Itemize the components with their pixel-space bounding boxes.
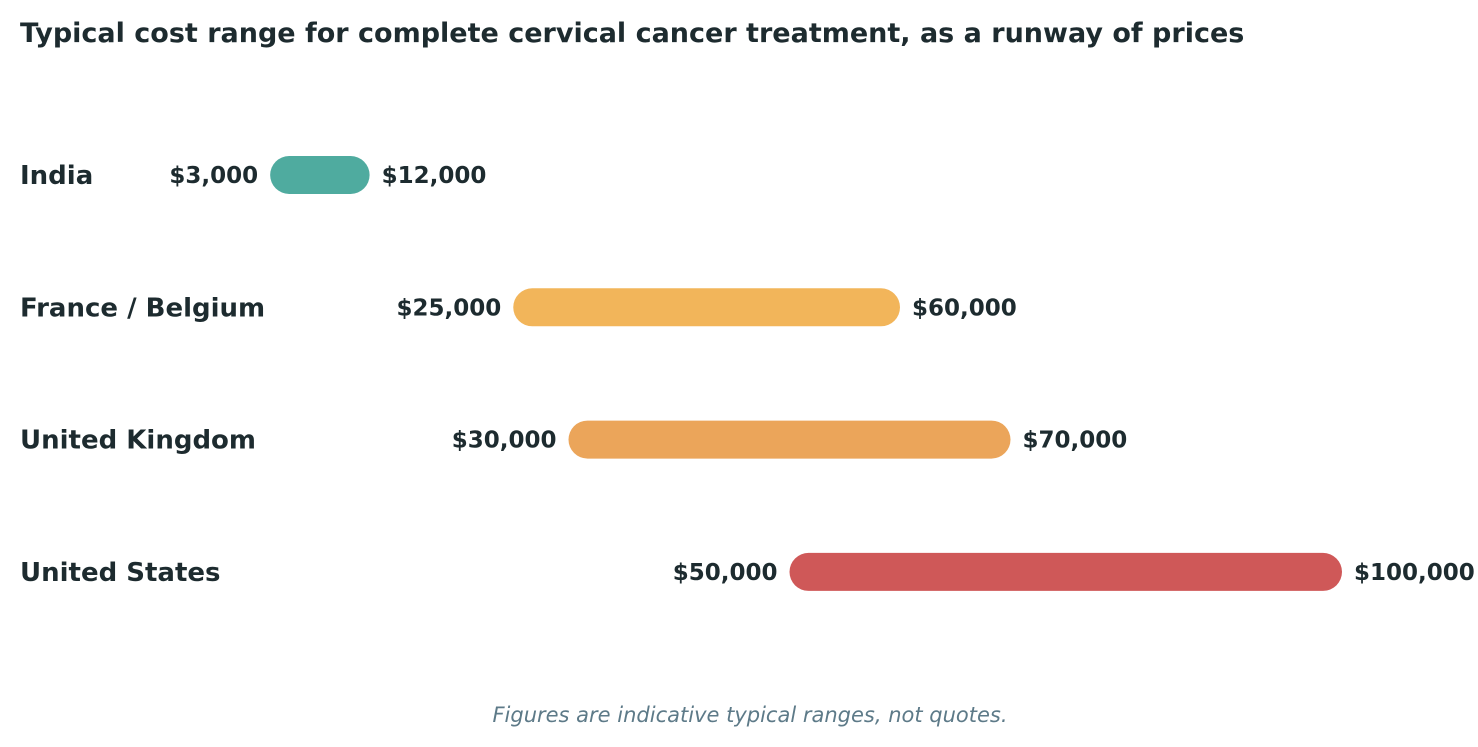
max-value-label: $100,000 [1354,560,1475,586]
range-bar [568,420,1011,459]
category-label: France / Belgium [20,293,265,323]
min-value-label: $30,000 [452,428,557,454]
range-rows: India $3,000 $12,000 France / Belgium $25,00… [20,156,1475,591]
max-value-label: $70,000 [1023,428,1128,454]
chart-footnote: Figures are indicative typical ranges, n… [492,703,1007,727]
category-label: United Kingdom [20,426,256,456]
category-label: India [20,161,93,191]
range-bar [270,156,370,194]
chart-title: Typical cost range for complete cervical… [20,18,1244,49]
range-bar [513,288,900,327]
range-bar [789,552,1342,591]
min-value-label: $25,000 [396,295,501,321]
max-value-label: $12,000 [382,163,487,189]
max-value-label: $60,000 [912,295,1017,321]
min-value-label: $3,000 [169,163,258,189]
min-value-label: $50,000 [673,560,778,586]
category-label: United States [20,558,221,588]
